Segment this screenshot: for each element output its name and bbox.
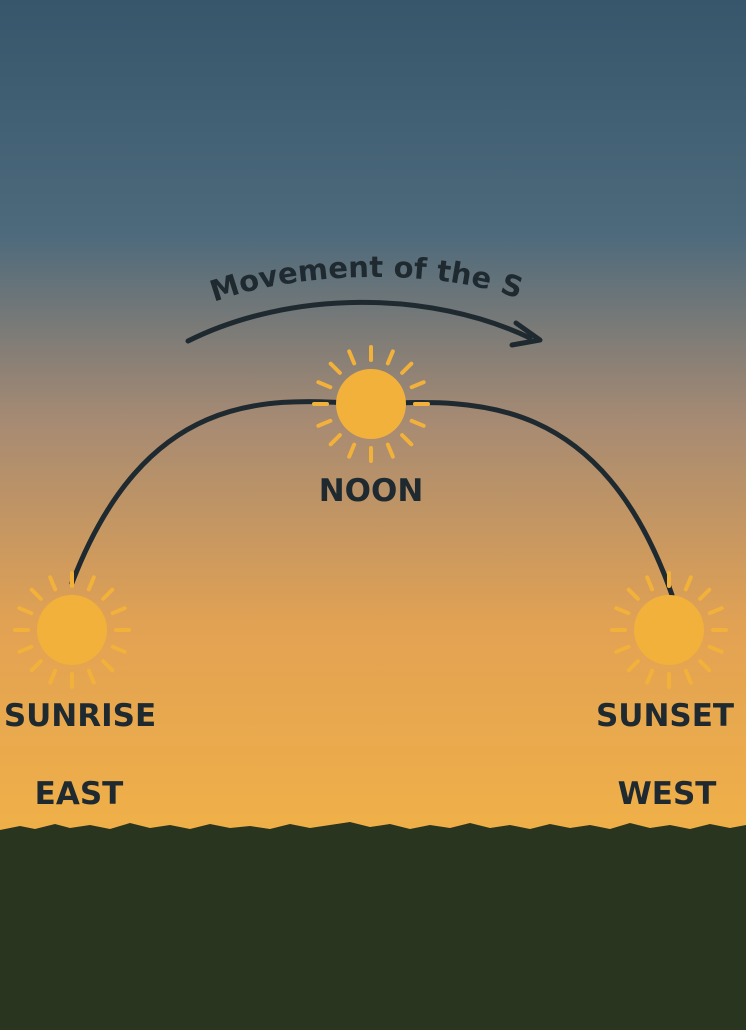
- sun-disc: [634, 595, 704, 665]
- west-label: WEST: [618, 776, 717, 812]
- sun-ray: [101, 587, 115, 601]
- sun-ray: [17, 644, 34, 654]
- east-label: EAST: [35, 776, 124, 812]
- sun-ray: [316, 418, 333, 428]
- noon-sun-icon: [312, 345, 430, 463]
- sun-ray: [328, 361, 342, 375]
- sun-ray: [614, 644, 631, 654]
- sun-ray: [347, 349, 357, 366]
- sun-ray: [86, 575, 96, 592]
- sun-ray: [86, 668, 96, 685]
- sun-ray: [626, 659, 640, 673]
- sun-ray: [328, 433, 342, 447]
- noon-label: NOON: [319, 473, 424, 509]
- sun-ray: [409, 418, 426, 428]
- sun-ray: [29, 587, 43, 601]
- sun-ray: [17, 606, 34, 616]
- sun-ray: [400, 433, 414, 447]
- sun-ray: [316, 380, 333, 390]
- sun-ray: [698, 587, 712, 601]
- sun-disc: [37, 595, 107, 665]
- sun-ray: [347, 442, 357, 459]
- sunset-sun-icon: [610, 571, 728, 689]
- sun-ray: [626, 587, 640, 601]
- sun-ray: [48, 668, 58, 685]
- sun-ray: [110, 606, 127, 616]
- sun-ray: [707, 644, 724, 654]
- sun-ray: [101, 659, 115, 673]
- sun-ray: [48, 575, 58, 592]
- sun-ray: [409, 380, 426, 390]
- sunset-label: SUNSET: [596, 698, 734, 734]
- sun-ray: [645, 575, 655, 592]
- sunrise-sun-icon: [13, 571, 131, 689]
- sun-ray: [29, 659, 43, 673]
- sun-ray: [707, 606, 724, 616]
- sun-ray: [698, 659, 712, 673]
- sun-ray: [385, 349, 395, 366]
- sun-ray: [110, 644, 127, 654]
- ground-silhouette: [0, 822, 746, 1030]
- movement-arrow: [185, 299, 533, 344]
- sun-ray: [614, 606, 631, 616]
- sun-ray: [400, 361, 414, 375]
- sun-ray: [683, 668, 693, 685]
- movement-arrow-head: [509, 320, 543, 348]
- sun-ray: [385, 442, 395, 459]
- sun-disc: [336, 369, 406, 439]
- sun-ray: [683, 575, 693, 592]
- sunrise-label: SUNRISE: [4, 698, 156, 734]
- sun-ray: [645, 668, 655, 685]
